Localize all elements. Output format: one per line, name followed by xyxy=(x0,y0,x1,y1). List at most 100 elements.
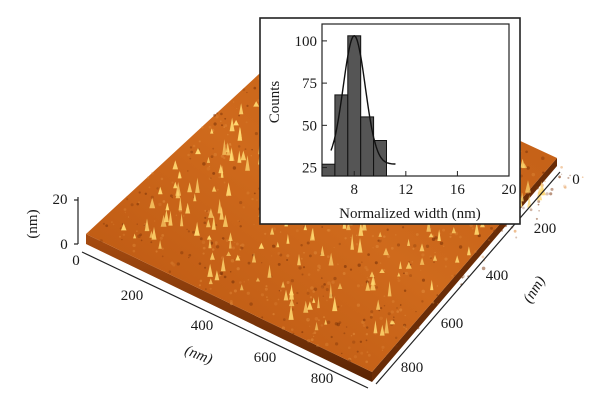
surface-grain xyxy=(171,196,173,199)
surface-peak xyxy=(430,279,434,291)
surface-grain xyxy=(154,220,156,222)
surface-grain xyxy=(278,290,281,292)
surface-peak xyxy=(419,257,425,265)
surface-peak xyxy=(373,320,378,334)
surface-grain xyxy=(309,325,311,327)
surface-grain xyxy=(343,332,346,335)
surface-peak xyxy=(379,268,385,273)
surface-grain xyxy=(567,176,570,180)
inset-x-tick-label: 12 xyxy=(398,182,413,198)
surface-grain xyxy=(279,253,283,257)
surface-grain xyxy=(150,241,153,244)
surface-grain xyxy=(545,192,549,196)
surface-grain xyxy=(221,237,225,240)
surface-grain xyxy=(264,287,268,291)
surface-grain xyxy=(277,252,281,255)
surface-grain xyxy=(158,202,162,207)
surface-grain xyxy=(337,305,340,308)
surface-grain xyxy=(471,227,474,230)
surface-grain xyxy=(187,230,191,233)
surface-grain xyxy=(403,289,407,293)
surface-grain xyxy=(412,247,415,250)
surface-grain xyxy=(399,304,402,306)
surface-grain xyxy=(309,254,312,258)
surface-grain xyxy=(199,237,203,241)
surface-grain xyxy=(327,228,331,232)
surface-grain xyxy=(260,293,265,297)
surface-grain xyxy=(340,305,343,307)
surface-grain xyxy=(529,208,533,212)
surface-grain xyxy=(338,242,342,246)
surface-grain xyxy=(229,299,233,304)
surface-grain xyxy=(569,174,571,177)
surface-grain xyxy=(542,171,545,174)
surface-peak xyxy=(210,128,214,134)
surface-grain xyxy=(404,271,407,274)
surface-grain xyxy=(261,262,263,264)
surface-grain xyxy=(313,251,318,255)
surface-grain xyxy=(310,286,314,290)
surface-grain xyxy=(347,346,351,350)
surface-grain xyxy=(187,153,190,157)
surface-grain xyxy=(144,192,148,196)
surface-grain xyxy=(253,192,256,195)
surface-grain xyxy=(374,261,378,265)
surface-grain xyxy=(300,244,303,247)
surface-grain xyxy=(313,331,317,335)
surface-grain xyxy=(477,234,481,238)
x-tick-label: 800 xyxy=(311,371,334,387)
surface-grain xyxy=(326,228,330,232)
surface-grain xyxy=(225,239,229,242)
surface-peak xyxy=(237,150,242,163)
inset-y-tick-label: 75 xyxy=(302,76,317,92)
surface-grain xyxy=(312,335,315,338)
surface-grain xyxy=(380,306,383,310)
surface-grain xyxy=(349,268,353,271)
surface-peak xyxy=(226,182,232,196)
surface-grain xyxy=(369,315,373,319)
surface-grain xyxy=(353,355,358,359)
surface-grain xyxy=(182,215,185,217)
surface-grain xyxy=(112,223,115,226)
surface-grain xyxy=(201,240,206,245)
surface-grain xyxy=(218,176,221,179)
inset-bars xyxy=(321,35,388,177)
surface-peak xyxy=(289,287,294,296)
surface-peak xyxy=(383,247,389,256)
surface-grain xyxy=(189,146,193,149)
surface-grain xyxy=(461,274,465,278)
z-tick-label: 0 xyxy=(60,237,68,253)
surface-grain xyxy=(349,236,352,239)
surface-peak xyxy=(121,223,127,231)
surface-grain xyxy=(155,250,158,253)
surface-grain xyxy=(137,234,141,239)
surface-grain xyxy=(143,224,145,226)
surface-grain xyxy=(513,229,517,233)
surface-grain xyxy=(236,267,240,271)
surface-grain xyxy=(433,261,435,263)
surface-grain xyxy=(390,310,394,314)
inset-x-label: Normalized width (nm) xyxy=(339,206,481,222)
surface-grain xyxy=(538,209,540,212)
surface-grain xyxy=(221,124,223,127)
surface-grain xyxy=(415,310,417,313)
surface-grain xyxy=(420,269,422,271)
surface-grain xyxy=(434,251,436,254)
surface-peak xyxy=(297,253,301,266)
surface-peak xyxy=(384,317,389,334)
surface-grain xyxy=(355,242,359,246)
surface-grain xyxy=(213,152,217,157)
inset-x-tick-label: 20 xyxy=(502,182,517,198)
surface-grain xyxy=(390,246,394,250)
surface-peak xyxy=(229,148,235,161)
surface-grain xyxy=(210,177,212,179)
inset-y-label: Counts xyxy=(267,81,283,124)
surface-peak xyxy=(168,210,173,226)
surface-grain xyxy=(317,264,321,268)
surface-grain xyxy=(210,155,214,159)
surface-grain xyxy=(444,257,448,261)
surface-peak xyxy=(520,192,524,202)
surface-grain xyxy=(306,317,310,322)
y-tick-label: 0 xyxy=(572,172,580,188)
surface-grain xyxy=(274,302,278,306)
